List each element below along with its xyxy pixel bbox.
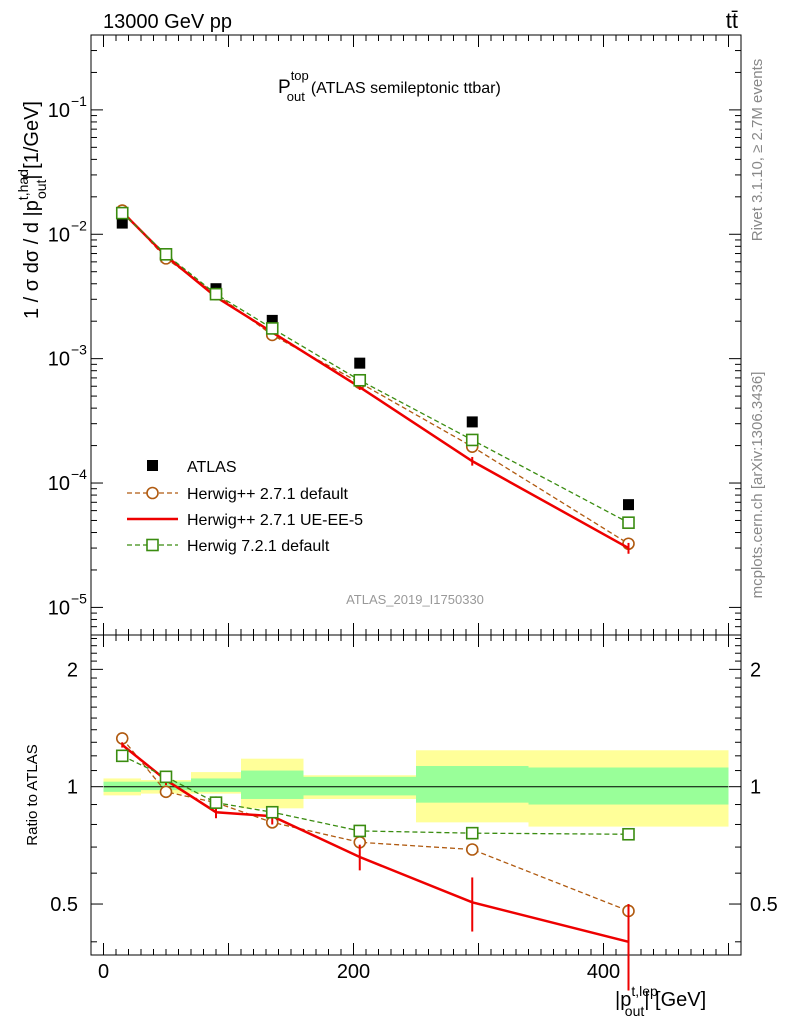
data-marker xyxy=(266,314,278,326)
circle-marker xyxy=(115,732,129,745)
ratio-tick-label-right: 1 xyxy=(750,777,761,799)
series-line-main xyxy=(121,212,629,524)
square-marker xyxy=(115,206,129,220)
y-tick-label-base: 10 xyxy=(48,224,70,246)
y-tick-label: 10 xyxy=(48,100,70,122)
y-tick-label-base: 10 xyxy=(48,473,70,495)
x-tick-label: 0 xyxy=(98,961,109,983)
legend: ATLAS Herwig++ 2.7.1 default Herwig++ 2.7.… xyxy=(127,459,363,555)
y-tick-label-base: 10 xyxy=(48,100,70,122)
circle-marker xyxy=(465,843,479,856)
data-marker xyxy=(354,357,366,369)
x-tick-label: 400 xyxy=(587,961,620,983)
square-marker xyxy=(622,516,635,529)
analysis-watermark: ATLAS_2019_I1750330 xyxy=(346,592,484,607)
square-marker xyxy=(146,538,159,552)
y-axis-label-ratio: Ratio to ATLAS xyxy=(24,744,41,845)
square-marker xyxy=(209,287,223,301)
ratio-uncertainty-bands xyxy=(103,750,729,827)
ratio-tick-label-left: 1 xyxy=(67,777,78,799)
y-tick-label-base: 10 xyxy=(48,349,70,371)
ratio-panel-series xyxy=(115,732,635,991)
legend-marker-atlas xyxy=(147,460,158,471)
y-tick-label-base: 10 xyxy=(48,597,70,619)
y-tick-label: 10 xyxy=(48,349,70,371)
square-marker xyxy=(159,770,173,784)
band-inner xyxy=(416,766,529,803)
ratio-tick-label-right: 0.5 xyxy=(750,894,778,916)
square-marker xyxy=(209,796,223,809)
axis-ticks xyxy=(91,34,741,955)
plot-title: Ptop out (ATLAS semileptonic ttbar) xyxy=(278,68,501,104)
square-marker xyxy=(265,322,279,335)
rivet-label: Rivet 3.1.10, ≥ 2.7M events xyxy=(749,59,766,242)
square-marker xyxy=(115,749,129,763)
square-marker xyxy=(353,373,367,387)
energy-label: 13000 GeV pp xyxy=(103,11,232,33)
data-marker xyxy=(116,217,128,229)
legend-label: Herwig++ 2.7.1 UE-EE-5 xyxy=(187,512,363,529)
mcplots-label: mcplots.cern.ch [arXiv:1306.3436] xyxy=(749,372,766,599)
square-marker xyxy=(353,824,367,838)
circle-marker xyxy=(146,486,159,500)
main-panel-series xyxy=(115,204,635,554)
legend-label: Herwig 7.2.1 default xyxy=(187,538,330,555)
process-label: tt̄ xyxy=(726,8,738,33)
ratio-tick-label-left: 2 xyxy=(67,659,78,681)
circle-marker xyxy=(159,785,173,799)
x-tick-label: 200 xyxy=(337,961,370,983)
band-inner xyxy=(241,770,304,799)
ratio-tick-label-right: 2 xyxy=(750,659,761,681)
y-axis-label-main: 1 / σ dσ / d |pt,had out| [1/GeV] xyxy=(15,101,49,319)
data-marker xyxy=(623,499,634,511)
data-marker xyxy=(466,416,478,428)
square-marker xyxy=(265,805,279,819)
square-marker xyxy=(622,827,635,841)
square-marker xyxy=(465,433,479,447)
x-axis-label: |pt,lep out| [GeV] xyxy=(615,983,706,1019)
y-tick-label-exponent: −5 xyxy=(71,590,87,606)
legend-label: ATLAS xyxy=(187,459,237,476)
y-tick-label: 10 xyxy=(48,224,70,246)
y-tick-label: 10 xyxy=(48,473,70,495)
y-tick-label-exponent: −1 xyxy=(71,93,87,109)
ratio-tick-label-left: 0.5 xyxy=(50,894,78,916)
legend-label: Herwig++ 2.7.1 default xyxy=(187,486,349,503)
band-inner xyxy=(191,778,241,792)
y-tick-label-exponent: −2 xyxy=(71,217,87,233)
y-tick-label-exponent: −3 xyxy=(71,342,87,358)
square-marker xyxy=(465,826,479,840)
square-marker xyxy=(159,248,173,261)
band-inner xyxy=(303,776,416,796)
y-tick-label: 10 xyxy=(48,597,70,619)
band-inner xyxy=(528,767,729,805)
y-tick-label-exponent: −4 xyxy=(71,466,87,482)
